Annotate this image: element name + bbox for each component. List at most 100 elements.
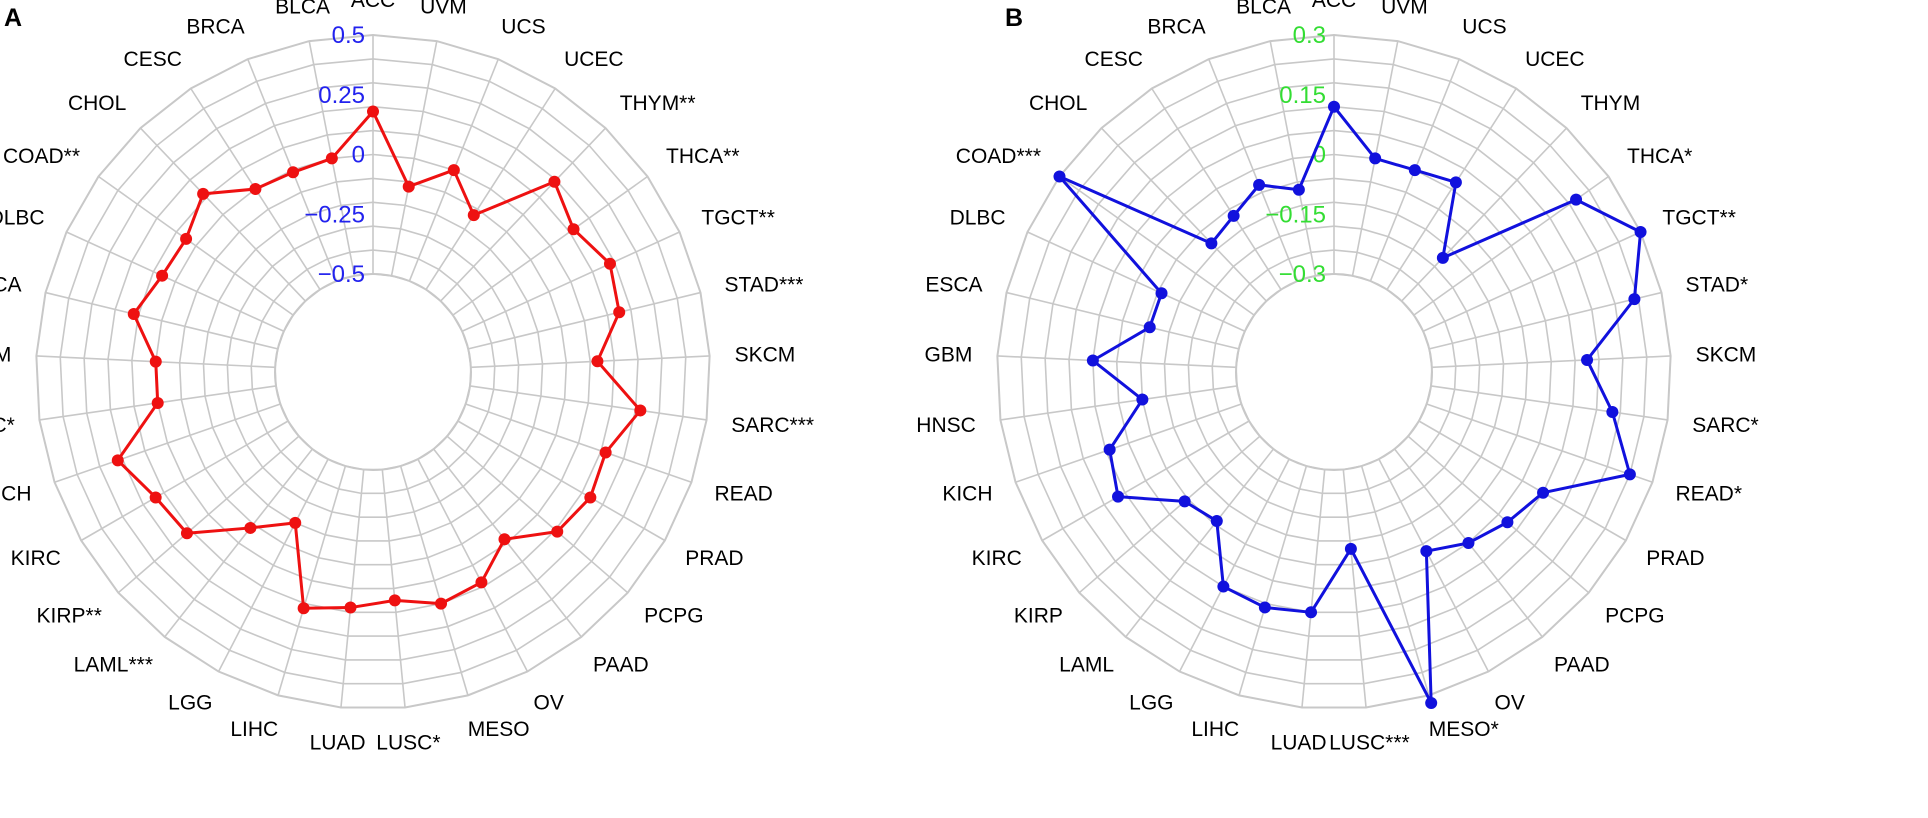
grid-spoke — [1100, 127, 1267, 302]
category-label: UVM — [1381, 0, 1428, 19]
category-label: LIHC — [230, 718, 278, 741]
grid-ring — [131, 129, 615, 614]
category-label: GBM — [0, 343, 11, 366]
category-label: BLCA — [1236, 0, 1291, 19]
category-label: LAML*** — [74, 653, 153, 676]
data-point — [1103, 443, 1116, 456]
grid-spoke — [66, 231, 285, 333]
data-point — [551, 525, 564, 538]
data-point — [1408, 164, 1421, 177]
grid-ring — [35, 33, 711, 709]
data-point — [1136, 393, 1149, 406]
data-point — [1537, 486, 1550, 499]
category-label: LUAD — [1271, 731, 1327, 754]
category-label: ACC — [1312, 0, 1356, 12]
grid-spoke — [217, 458, 329, 672]
grid-spoke — [465, 403, 692, 483]
category-label: PCPG — [1605, 605, 1665, 628]
category-label: PCPG — [644, 605, 704, 628]
grid-spoke — [45, 291, 278, 350]
grid-spoke — [1430, 385, 1668, 421]
category-label: SKCM — [735, 343, 796, 366]
data-point — [297, 602, 310, 615]
category-label: LUSC* — [376, 731, 440, 754]
grid-spoke — [1269, 40, 1317, 276]
data-point — [1425, 696, 1438, 709]
category-label: KICH — [942, 483, 992, 506]
category-label: LGG — [1129, 692, 1173, 715]
data-point — [1143, 321, 1156, 334]
data-point — [180, 527, 193, 540]
grid-spoke — [98, 175, 294, 316]
data-point — [1086, 354, 1099, 367]
radial-tick-label: −0.15 — [1265, 201, 1326, 228]
data-point — [475, 576, 488, 589]
grid-spoke — [340, 469, 365, 708]
category-label: ESCA — [925, 273, 982, 296]
grid-spoke — [461, 231, 680, 333]
radial-tick-label: −0.25 — [304, 201, 365, 228]
category-label: LUAD — [310, 731, 366, 754]
grid-spoke — [277, 465, 347, 696]
category-label: PRAD — [1646, 547, 1704, 570]
data-point — [1292, 183, 1305, 196]
category-label: DLBC — [950, 207, 1006, 230]
grid-spoke — [1429, 291, 1662, 350]
category-label: TGCT** — [1662, 207, 1736, 230]
category-label: TGCT** — [701, 207, 775, 230]
grid-ring — [1020, 58, 1648, 685]
category-label: BRCA — [1147, 16, 1205, 39]
grid-spoke — [1386, 88, 1517, 290]
data-point — [156, 269, 169, 282]
data-point — [367, 105, 379, 118]
grid-spoke — [139, 127, 306, 302]
category-label: THYM — [1581, 92, 1641, 115]
grid-spoke — [1125, 448, 1275, 638]
data-point — [1634, 226, 1647, 239]
category-label: OV — [534, 692, 564, 715]
grid-spoke — [1015, 403, 1242, 483]
data-point — [591, 355, 604, 368]
data-point — [498, 533, 511, 546]
data-point — [402, 180, 415, 193]
grid-ring — [1211, 249, 1457, 495]
category-label: MESO — [468, 718, 530, 741]
data-point — [548, 175, 561, 188]
category-label: SARC* — [1692, 414, 1759, 437]
category-label: UVM — [420, 0, 467, 19]
category-label: KICH — [0, 483, 32, 506]
grid-spoke — [997, 355, 1237, 369]
data-point — [1205, 237, 1218, 250]
grid-spoke — [1151, 88, 1282, 290]
category-label: UCS — [501, 16, 545, 39]
grid-spoke — [417, 458, 529, 672]
category-label: THYM** — [620, 92, 696, 115]
data-point — [1155, 287, 1168, 300]
category-label: DLBC — [0, 207, 45, 230]
category-label: CHOL — [1029, 92, 1087, 115]
data-point — [1253, 178, 1266, 191]
data-point — [325, 152, 338, 165]
category-label: SKCM — [1696, 343, 1757, 366]
grid-spoke — [1006, 291, 1239, 350]
radial-tick-label: −0.3 — [1279, 261, 1326, 288]
data-point — [249, 183, 262, 196]
grid-spoke — [54, 403, 281, 483]
radial-tick-label: 0.15 — [1279, 82, 1326, 109]
category-label: LIHC — [1191, 718, 1239, 741]
category-label: SARC*** — [731, 414, 814, 437]
category-label: CESC — [1085, 48, 1143, 71]
data-point — [435, 597, 448, 610]
category-label: HNSC* — [0, 414, 15, 437]
grid-ring — [178, 177, 568, 566]
category-label: LGG — [168, 692, 212, 715]
series-line — [1057, 105, 1643, 705]
grid-spoke — [164, 448, 314, 638]
grid-spoke — [446, 435, 629, 594]
radar-panel-a: 0.5 0.25 0 −0.25 −0.5 ACC UVM UCS UCEC THYM** THCA… — [0, 0, 814, 754]
data-point — [1606, 406, 1619, 419]
category-label: LUSC*** — [1329, 731, 1410, 754]
grid-ring — [250, 249, 496, 495]
grid-ring — [107, 105, 639, 637]
grid-ring — [1163, 201, 1505, 542]
